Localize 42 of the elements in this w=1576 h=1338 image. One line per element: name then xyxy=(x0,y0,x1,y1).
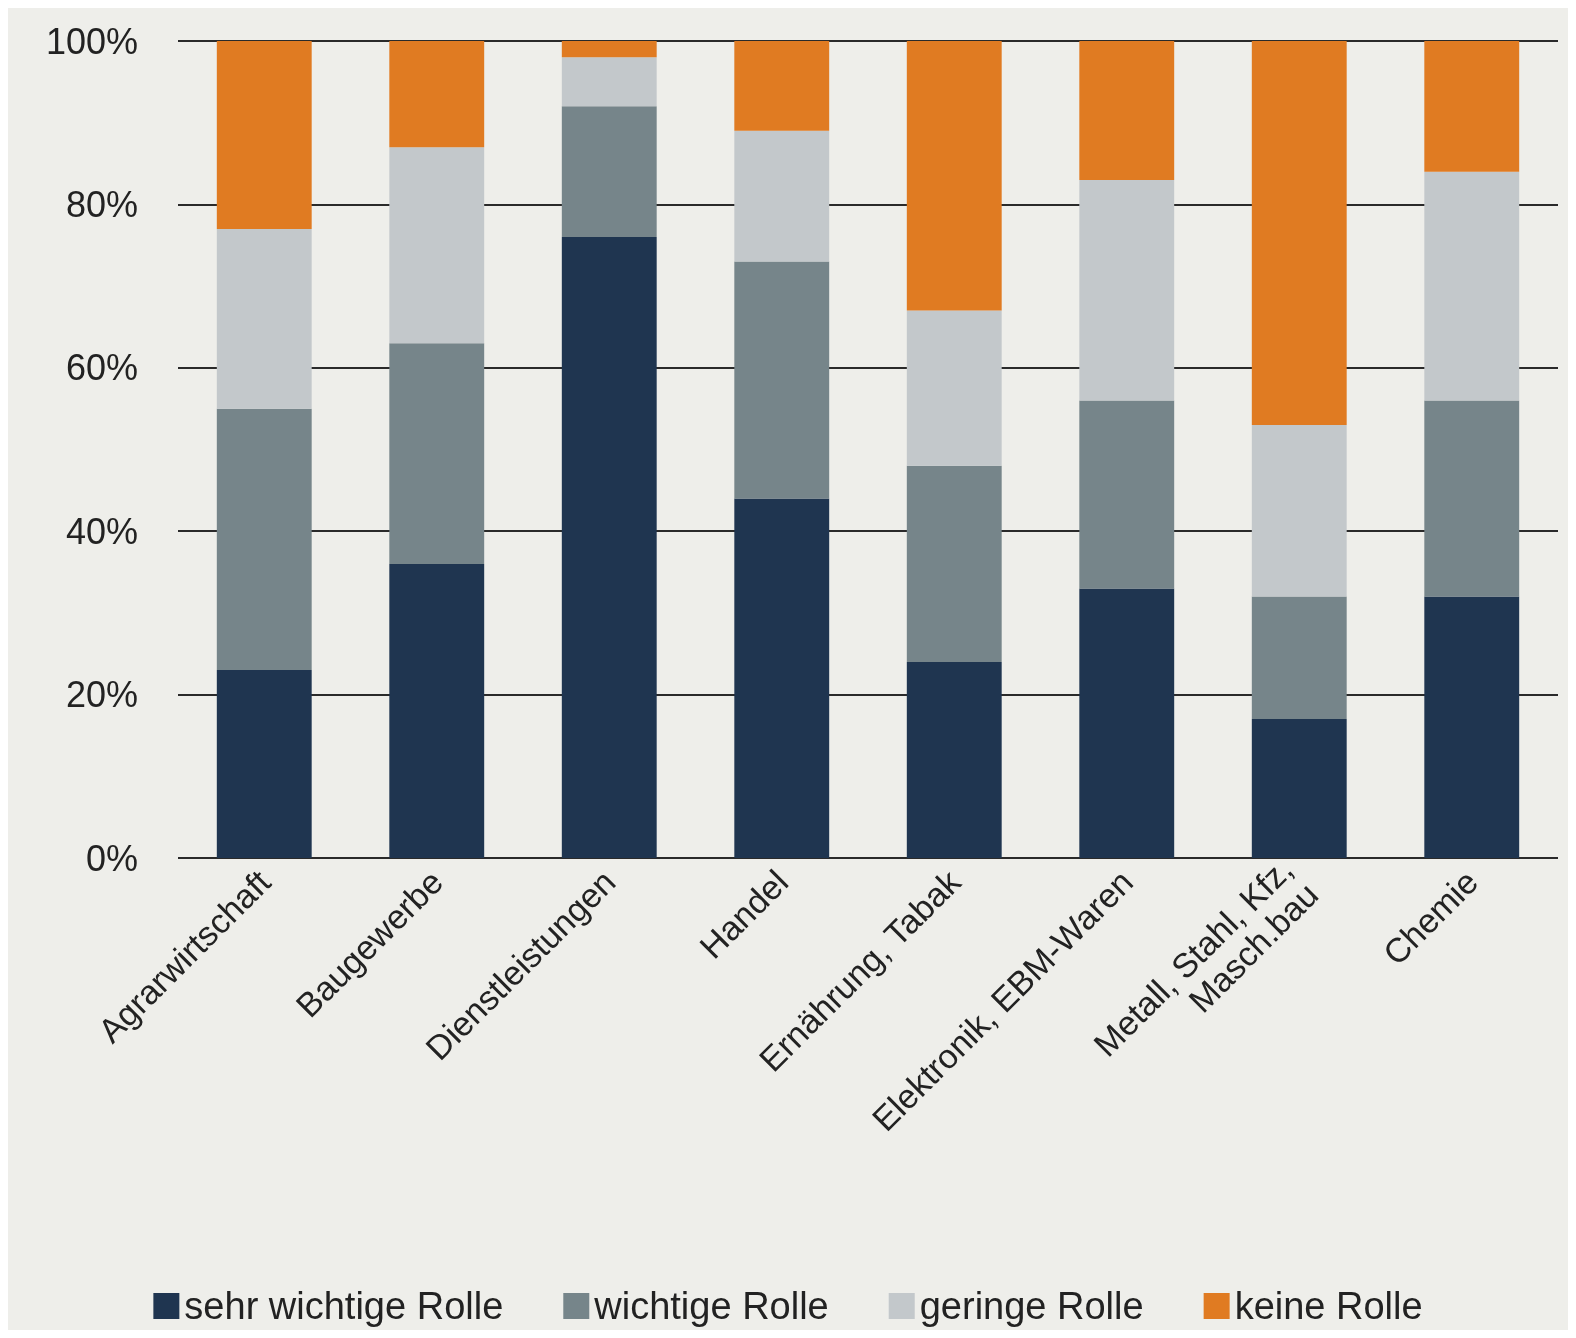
bar xyxy=(216,228,312,409)
bar xyxy=(734,261,830,499)
bar xyxy=(1251,719,1347,858)
bar xyxy=(389,147,485,344)
bar xyxy=(1424,171,1520,401)
y-tick-label: 60% xyxy=(65,347,138,389)
bar xyxy=(1251,424,1347,597)
legend-label: wichtige Rolle xyxy=(593,1285,829,1327)
y-tick-label: 0% xyxy=(85,837,138,879)
bar xyxy=(1079,41,1175,180)
bar xyxy=(734,498,830,858)
bar xyxy=(1424,400,1520,597)
bar xyxy=(1079,400,1175,589)
bar xyxy=(906,310,1002,466)
bar xyxy=(1251,596,1347,720)
bar xyxy=(906,661,1002,858)
bar xyxy=(906,41,1002,311)
bar xyxy=(734,130,830,262)
bar xyxy=(216,670,312,858)
bar xyxy=(734,41,830,131)
bar xyxy=(1424,41,1520,172)
bar xyxy=(216,408,312,671)
bar xyxy=(561,57,657,107)
y-tick-label: 40% xyxy=(65,510,138,552)
bar xyxy=(1079,179,1175,401)
y-tick-label: 80% xyxy=(65,183,138,225)
bar xyxy=(906,465,1002,662)
bar xyxy=(561,41,657,58)
bar xyxy=(1079,588,1175,858)
y-tick-label: 20% xyxy=(65,674,138,716)
bar xyxy=(389,563,485,858)
bar xyxy=(561,237,657,858)
bar xyxy=(561,106,657,238)
legend-label: keine Rolle xyxy=(1234,1285,1423,1327)
bar xyxy=(389,343,485,564)
bar xyxy=(389,41,485,148)
legend-label: sehr wichtige Rolle xyxy=(184,1285,504,1327)
bar xyxy=(216,41,312,229)
bar xyxy=(1251,41,1347,425)
legend-label: geringe Rolle xyxy=(919,1285,1144,1327)
y-tick-label: 100% xyxy=(45,20,138,62)
bar xyxy=(1424,596,1520,858)
